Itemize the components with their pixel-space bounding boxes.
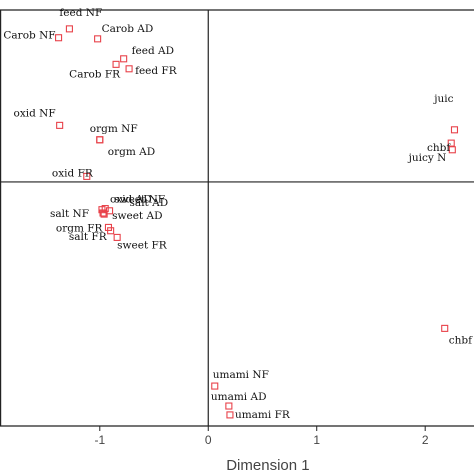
point-label: salt NF [50,208,89,220]
point-labels: feed NF Carob NF Carob AD feed AD Carob FR fe… [3,7,473,421]
data-point [99,209,107,217]
point-label: sweet NF [114,194,165,206]
point-label: salt FR [69,231,108,243]
data-point [83,172,91,180]
point-label: sweet AD [112,210,162,222]
data-point [65,25,73,33]
data-point [113,233,121,241]
x-tick-label: 0 [205,433,212,447]
data-point [112,60,120,68]
point-label: oxid FR [52,167,94,179]
point-label: juicy N [407,152,447,164]
data-point [125,65,133,73]
point-label: Carob NF [3,30,55,42]
data-point [211,382,219,390]
data-point [441,324,449,332]
point-label: umami NF [213,369,269,381]
point-label: chbf [449,334,473,346]
data-point [100,210,108,218]
x-tick-label: 2 [422,433,429,447]
data-point [56,121,64,129]
data-points [55,25,459,419]
data-point [447,139,455,147]
point-label: salt AD [130,197,169,209]
data-point [96,136,104,144]
point-label: oxid AD [110,194,152,206]
point-label: feed AD [132,45,174,57]
x-axis-ticks: -1 0 1 2 [94,426,429,447]
x-tick-label: -1 [94,433,105,447]
data-point [96,136,104,144]
x-axis-label: Dimension 1 [226,457,309,474]
data-point [225,402,233,410]
point-label: oxid NF [14,107,56,119]
data-point [55,34,63,42]
point-label: chbf [427,142,451,154]
data-point [94,35,102,43]
point-label: umami FR [235,409,291,421]
point-label: Carob FR [69,68,121,80]
point-label: feed FR [135,65,178,77]
x-tick-label: 1 [313,433,320,447]
data-point [120,55,128,63]
point-label: orgm NF [90,123,138,135]
point-label: orgm FR [56,222,104,234]
data-point [450,126,459,134]
point-label: feed NF [59,7,102,19]
data-point [107,227,115,235]
data-point [448,146,456,154]
point-label: juic [432,93,453,105]
point-label: Carob AD [102,23,154,35]
point-label: umami AD [211,391,267,403]
point-label: sweet FR [117,239,168,251]
data-point [226,411,234,419]
point-label: orgm AD [108,146,155,158]
